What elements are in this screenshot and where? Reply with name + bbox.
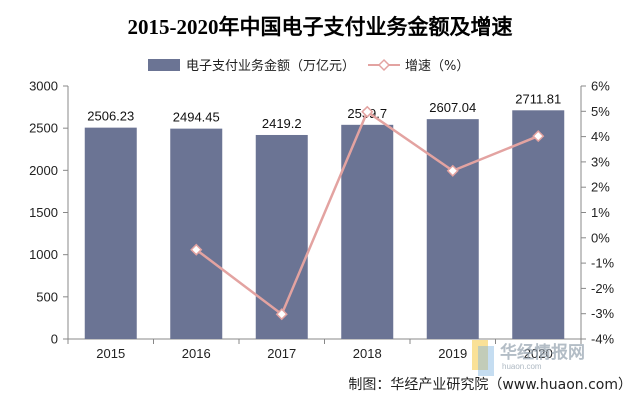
- growth-point: [190, 243, 203, 256]
- legend-line-marker: [377, 58, 391, 72]
- x-tick-label: 2019: [438, 346, 467, 361]
- right-tick-label: 5%: [591, 104, 610, 119]
- bar: [255, 134, 308, 339]
- watermark-logo-icon: [472, 340, 488, 370]
- right-tick-label: 4%: [591, 129, 610, 144]
- watermark-logo: 华经情报网 huaon.com: [472, 340, 585, 376]
- left-tick-label: 2500: [29, 121, 58, 136]
- chart-title: 2015-2020年中国电子支付业务金额及增速: [128, 15, 513, 39]
- legend: 电子支付业务金额（万亿元） 增速（%）: [148, 58, 469, 74]
- left-tick-label: 1500: [29, 205, 58, 220]
- x-tick-label: 2017: [267, 346, 296, 361]
- x-tick-label: 2018: [353, 346, 382, 361]
- bar-data-label: 2711.81: [515, 91, 561, 106]
- left-tick-label: 0: [51, 332, 58, 347]
- right-tick-label: 1%: [591, 205, 610, 220]
- right-tick-label: 3%: [591, 154, 610, 169]
- bars: [84, 110, 565, 340]
- growth-point: [361, 105, 374, 118]
- legend-line-label: 增速（%）: [405, 59, 469, 74]
- bar: [512, 110, 565, 340]
- right-tick-label: -3%: [591, 306, 615, 321]
- bar-data-label: 2494.45: [173, 110, 220, 125]
- growth-point: [532, 130, 545, 143]
- growth-point: [275, 308, 288, 321]
- right-tick-label: 0%: [591, 230, 610, 245]
- bar: [170, 128, 223, 339]
- bar-data-label: 2506.23: [87, 109, 134, 124]
- right-tick-label: -1%: [591, 256, 615, 271]
- bar-data-label: 2419.2: [262, 116, 302, 131]
- growth-line-series: [190, 105, 545, 321]
- right-tick-label: 2%: [591, 180, 610, 195]
- right-tick-label: 6%: [591, 79, 610, 94]
- bar: [341, 124, 394, 339]
- legend-bar-label: 电子支付业务金额（万亿元）: [186, 58, 355, 74]
- x-tick-label: 2015: [96, 346, 125, 361]
- left-tick-label: 3000: [29, 79, 58, 94]
- right-tick-label: -4%: [591, 332, 615, 347]
- right-tick-label: -2%: [591, 281, 615, 296]
- watermark-text: 华经情报网: [500, 342, 585, 363]
- x-tick-label: 2020: [524, 346, 553, 361]
- x-tick-label: 2016: [182, 346, 211, 361]
- source-note: 制图：华经产业研究院（www.huaon.com）: [348, 377, 632, 393]
- watermark-subtext: huaon.com: [502, 362, 542, 371]
- bar: [84, 127, 137, 340]
- bar-data-label: 2607.04: [429, 100, 476, 115]
- left-tick-label: 2000: [29, 163, 58, 178]
- left-tick-label: 1000: [29, 247, 58, 262]
- bar: [426, 119, 479, 340]
- left-tick-label: 500: [36, 289, 58, 304]
- legend-bar-swatch: [148, 59, 180, 71]
- axes: 0 500 1000 1500 2000 2500 3000 -4% -3% -2% -1% 0% 1%…: [29, 79, 614, 362]
- growth-point: [446, 164, 459, 177]
